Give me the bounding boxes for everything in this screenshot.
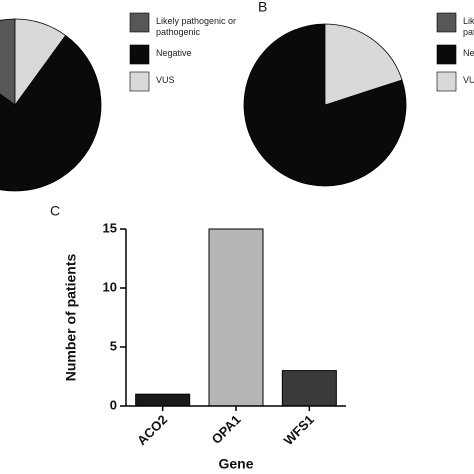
legend-swatch xyxy=(129,71,150,92)
legend-swatch xyxy=(129,44,150,65)
legend-label: VUS xyxy=(463,75,474,85)
bar xyxy=(135,393,191,407)
legend-label: Negative xyxy=(156,48,192,58)
legend-label: Likely pathogenic or pathogenic xyxy=(463,16,474,37)
y-tick-label: 0 xyxy=(110,397,117,412)
panel-label: C xyxy=(50,203,60,219)
pie-slice xyxy=(14,18,67,107)
y-tick-label: 15 xyxy=(103,220,117,235)
x-axis-label: Gene xyxy=(218,456,253,472)
legend-label: VUS xyxy=(156,75,175,85)
legend-swatch xyxy=(436,12,457,33)
legend-swatch xyxy=(436,44,457,65)
y-tick-label: 10 xyxy=(103,279,117,294)
x-tick-label: ACO2 xyxy=(134,412,170,448)
pie-slice xyxy=(0,18,16,106)
bar xyxy=(208,228,264,407)
pie-slice xyxy=(0,34,102,192)
y-tick-label: 5 xyxy=(110,338,117,353)
bar xyxy=(281,370,337,407)
legend-label: Likely pathogenic or pathogenic xyxy=(156,16,237,37)
legend-swatch xyxy=(129,12,150,33)
legend-label: Negative xyxy=(463,48,474,58)
x-tick-label: WFS1 xyxy=(281,412,317,448)
y-axis-label: Number of patients xyxy=(63,254,79,382)
x-tick-label: OPA1 xyxy=(209,412,244,447)
pie-slice xyxy=(324,23,403,106)
legend-swatch xyxy=(436,71,457,92)
panel-label: B xyxy=(258,0,267,15)
